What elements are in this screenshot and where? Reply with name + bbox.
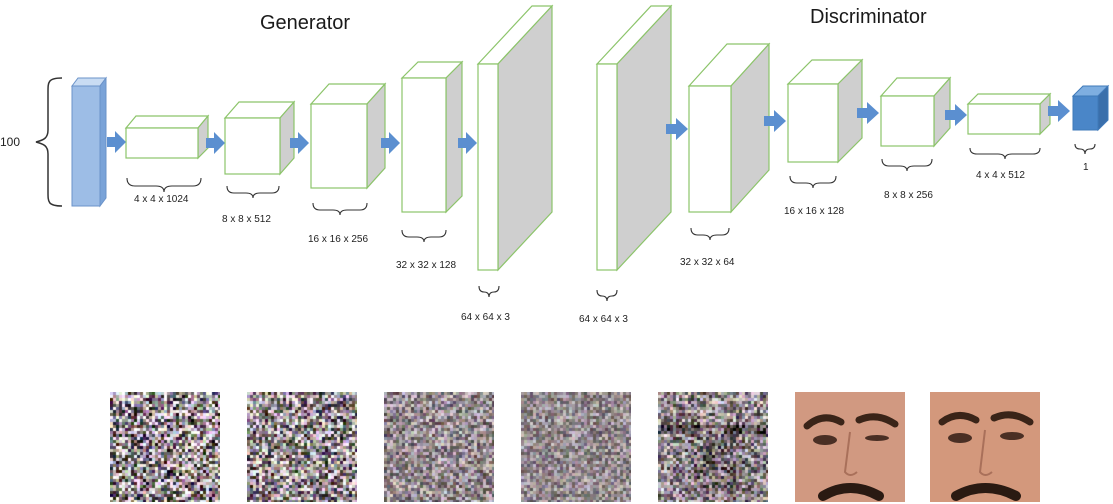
- gen-dim-label-1: 4 x 4 x 1024: [134, 194, 189, 205]
- gen-block-4: [400, 60, 464, 214]
- sample-image-5: [658, 392, 768, 502]
- arrow-4: [381, 132, 400, 154]
- sample-image-2: [247, 392, 357, 502]
- arrow-2: [206, 132, 225, 154]
- generator-title: Generator: [260, 12, 351, 34]
- disc-block-4: [879, 76, 952, 148]
- arrow-6: [666, 118, 688, 140]
- arrow-8: [857, 102, 879, 124]
- sample-image-1: [110, 392, 220, 502]
- disc-dim-label-3: 16 x 16 x 128: [784, 206, 845, 217]
- gen-dim-label-4: 32 x 32 x 128: [396, 260, 457, 271]
- arrow-5: [458, 132, 477, 154]
- disc-block-1: [595, 4, 673, 272]
- gen-dim-label-5: 64 x 64 x 3: [461, 312, 510, 323]
- discriminator-title: Discriminator: [810, 6, 927, 28]
- flow-arrows: [107, 100, 1070, 154]
- gen-dim-label-2: 8 x 8 x 512: [222, 214, 271, 225]
- disc-dim-label-5: 4 x 4 x 512: [976, 170, 1025, 181]
- disc-dim-label-1: 64 x 64 x 3: [579, 314, 628, 325]
- sample-image-7: [930, 392, 1040, 502]
- disc-block-3: [786, 58, 864, 164]
- disc-dim-label-4: 8 x 8 x 256: [884, 190, 933, 201]
- gen-block-5: [476, 4, 554, 272]
- arrow-9: [945, 104, 967, 126]
- arrow-7: [764, 110, 786, 132]
- dimension-braces: [126, 143, 1096, 302]
- disc-block-2: [687, 42, 771, 214]
- gen-block-1: [124, 114, 210, 160]
- disc-dim-label-2: 32 x 32 x 64: [680, 257, 735, 268]
- latent-label: 100: [0, 135, 21, 149]
- latent-brace: [35, 77, 63, 207]
- latent-vector: [71, 76, 107, 208]
- sample-image-6: [795, 392, 905, 502]
- gen-block-3: [309, 82, 387, 190]
- arrow-10: [1048, 100, 1070, 122]
- arrow-3: [290, 132, 309, 154]
- sample-image-3: [384, 392, 494, 502]
- disc-block-5: [966, 92, 1052, 136]
- arrow-1: [107, 131, 126, 153]
- gen-dim-label-3: 16 x 16 x 256: [308, 234, 369, 245]
- output-cube: [1071, 84, 1110, 132]
- sample-image-4: [521, 392, 631, 502]
- gen-block-2: [223, 100, 296, 176]
- disc-dim-label-6: 1: [1083, 162, 1089, 173]
